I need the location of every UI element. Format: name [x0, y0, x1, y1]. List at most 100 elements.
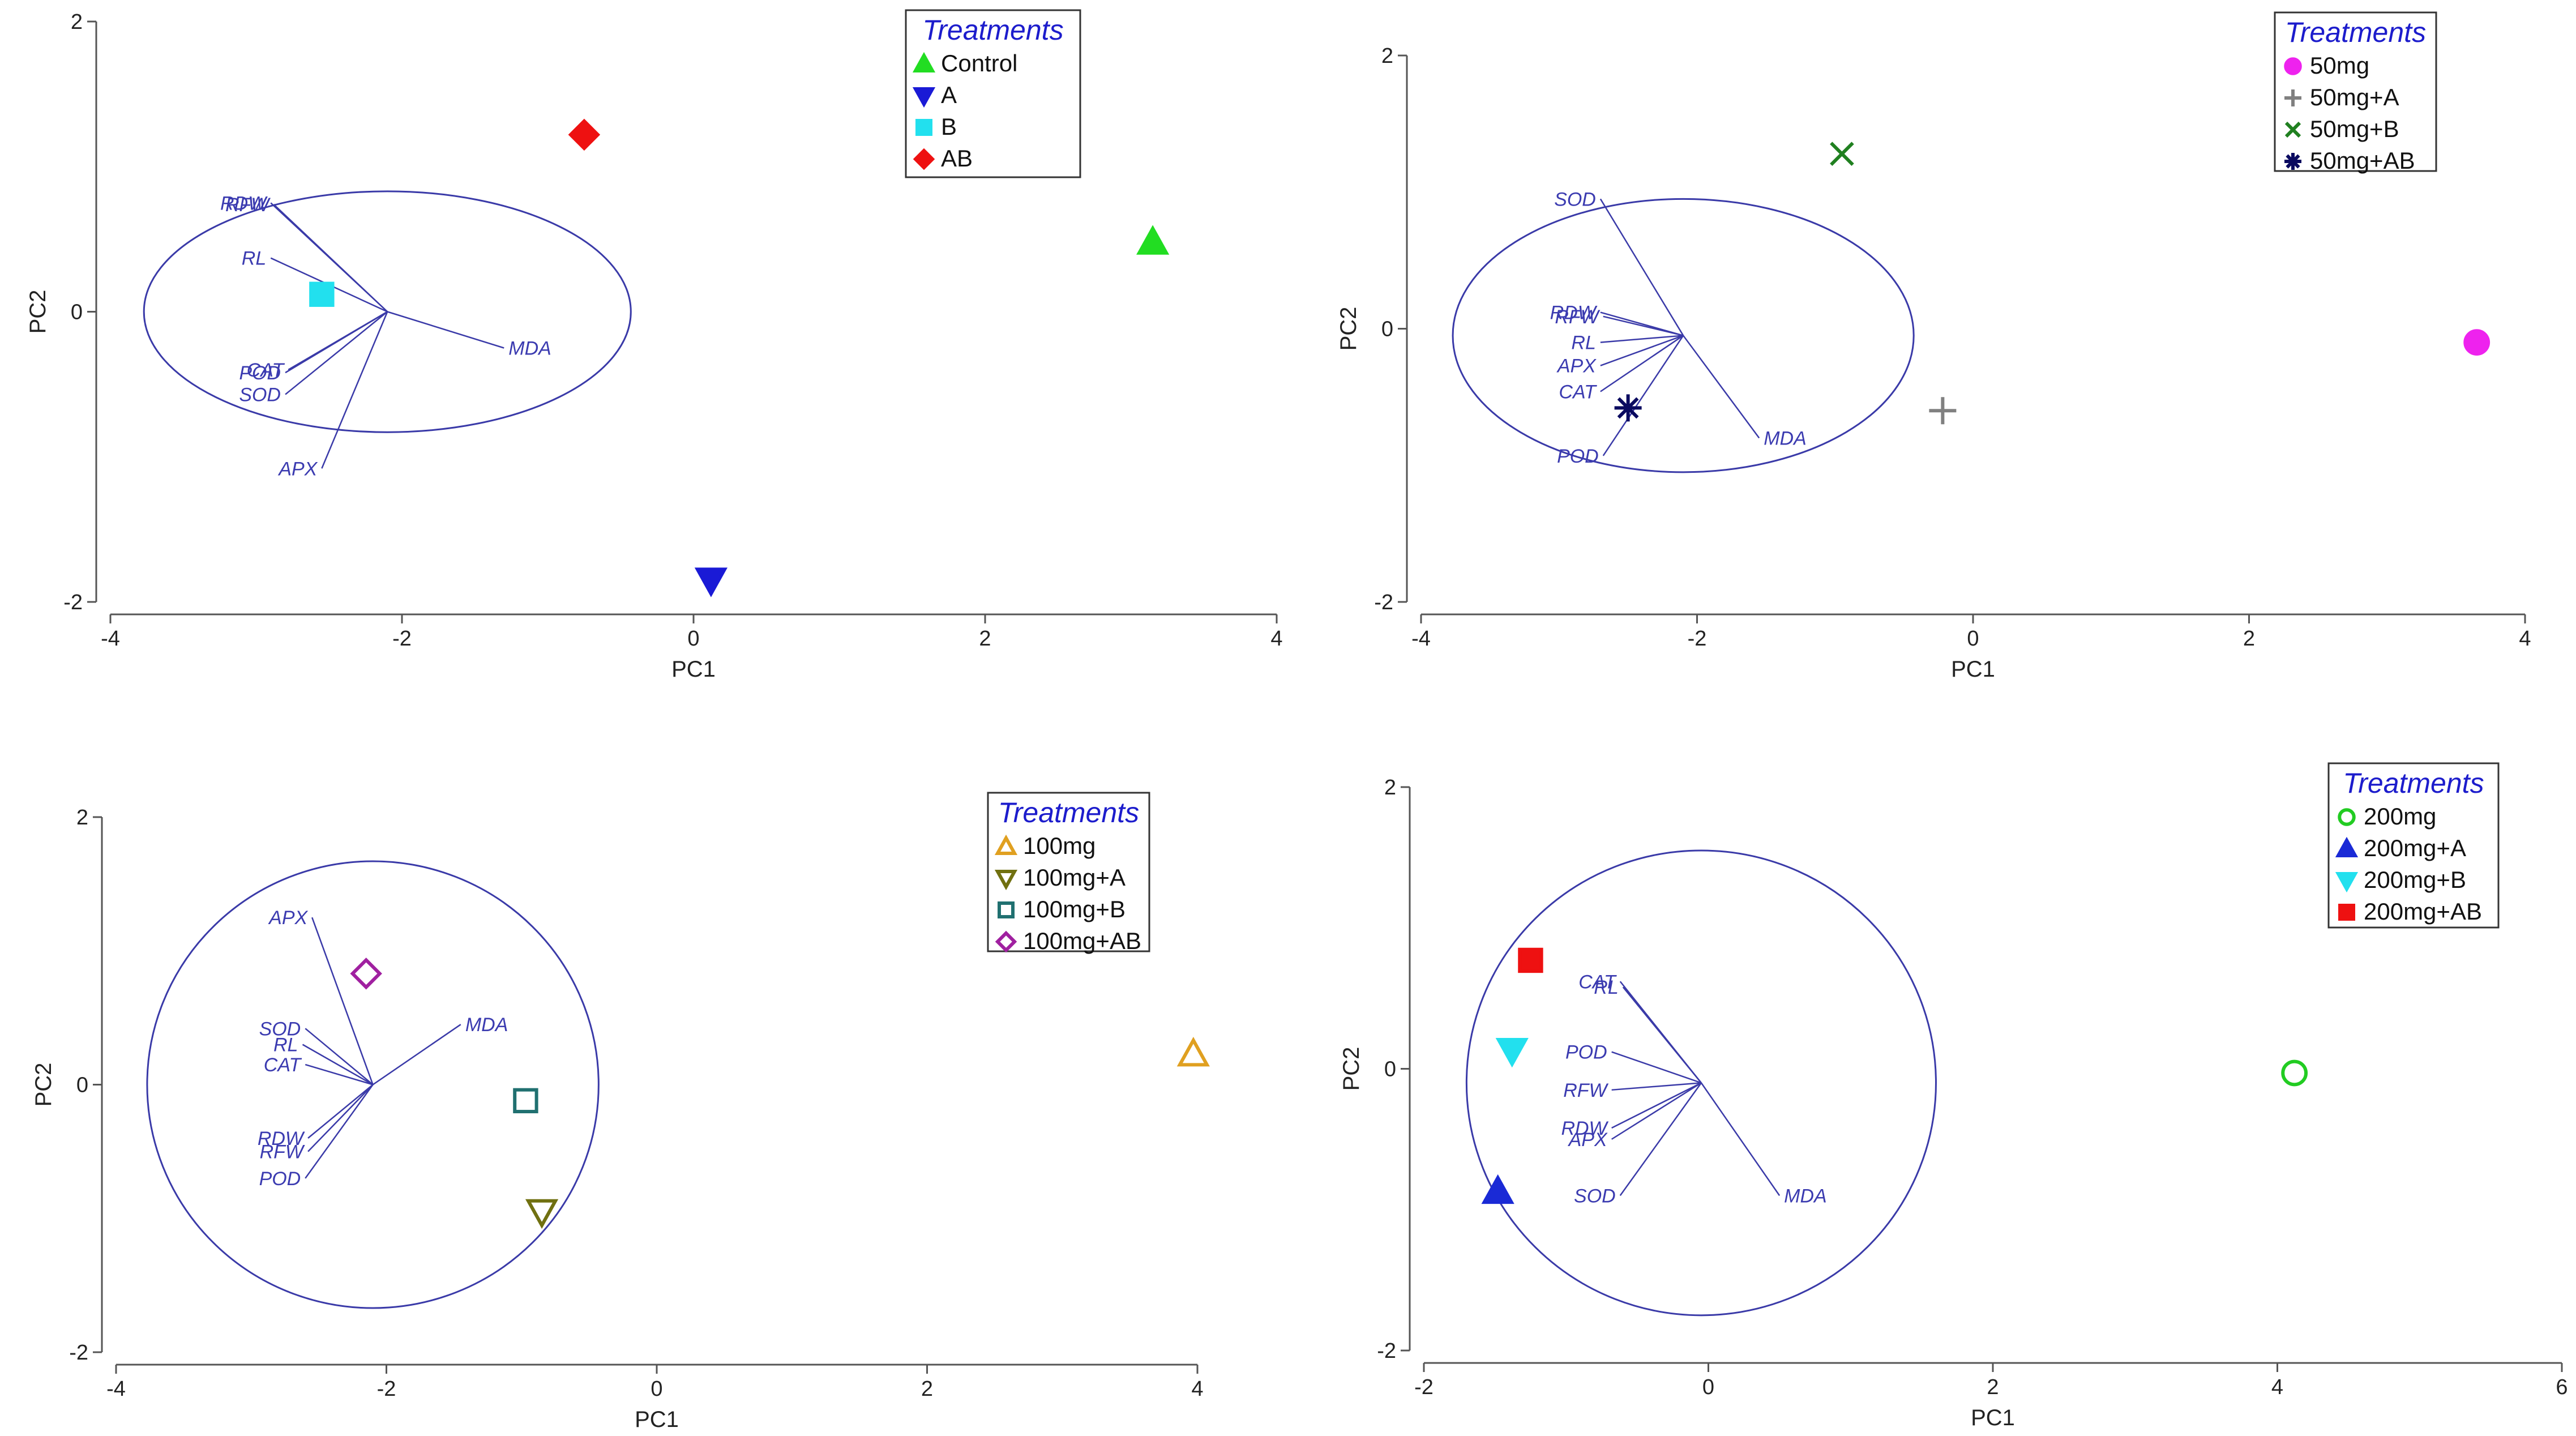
legend-marker — [2284, 121, 2301, 138]
loading-vector-apx — [321, 311, 388, 469]
legend-marker — [994, 870, 1018, 891]
legend-marker — [913, 148, 935, 170]
y-tick-label: 2 — [71, 10, 83, 34]
loading-vector-sod — [1619, 1082, 1702, 1196]
legend-entry: Control — [941, 50, 1017, 76]
legend-title: Treatments — [2343, 767, 2484, 799]
vector-label-sod: SOD — [239, 384, 281, 406]
x-tick-label: 2 — [921, 1377, 933, 1401]
x-tick-label: 0 — [1967, 627, 1979, 651]
legend-marker — [2335, 836, 2359, 857]
data-point-100mg-plus-ab — [350, 958, 382, 990]
data-point-control — [1136, 225, 1170, 255]
y-tick-label: 0 — [1384, 1058, 1396, 1082]
loading-vector-mda — [387, 311, 504, 349]
x-tick-label: -2 — [1414, 1375, 1434, 1399]
vector-label-pod: POD — [1557, 446, 1599, 467]
loading-vector-apx — [1600, 335, 1684, 366]
legend-box — [2274, 11, 2437, 172]
vector-label-apx: APX — [268, 907, 308, 929]
vector-label-rdw: RDW — [258, 1128, 305, 1149]
y-axis-label: PC2 — [1336, 307, 1361, 351]
legend-title: Treatments — [998, 797, 1139, 828]
vector-label-mda: MDA — [465, 1014, 508, 1036]
loading-vector-cat — [305, 1063, 373, 1085]
loading-vector-mda — [1700, 1082, 1781, 1196]
x-tick-label: 4 — [1191, 1377, 1203, 1401]
vector-label-cat: CAT — [1559, 381, 1597, 403]
correlation-circle — [143, 190, 632, 433]
vector-label-sod: SOD — [1574, 1185, 1616, 1207]
y-axis-label: PC2 — [25, 290, 50, 334]
vector-label-rdw: RDW — [1550, 302, 1598, 324]
legend-marker — [2284, 57, 2302, 75]
x-tick-label: 6 — [2556, 1375, 2568, 1399]
x-axis-label: PC1 — [635, 1407, 679, 1432]
legend-marker — [995, 930, 1017, 953]
y-axis-label: PC2 — [1339, 1047, 1364, 1091]
vector-label-rdw: RDW — [220, 193, 268, 214]
vector-label-mda: MDA — [1784, 1185, 1827, 1207]
loading-vector-pod — [305, 1084, 374, 1179]
loading-vector-rfw — [1603, 315, 1684, 336]
loading-vector-cat — [1600, 335, 1684, 392]
data-point-100mg-plus-a — [525, 1199, 559, 1229]
loading-vector-rdw — [307, 1084, 374, 1139]
data-point-200mg-plus-b — [1495, 1037, 1529, 1068]
x-tick-label: 2 — [1987, 1375, 1999, 1399]
loading-vector-sod — [305, 1028, 374, 1085]
vector-label-apx: APX — [1568, 1129, 1608, 1151]
data-point-100mg-plus-b — [513, 1088, 538, 1114]
legend-marker — [2338, 808, 2356, 826]
x-tick-label: 0 — [651, 1377, 662, 1401]
x-tick-label: -2 — [377, 1377, 396, 1401]
y-tick-label: 2 — [1384, 776, 1396, 800]
x-tick-label: 0 — [687, 627, 699, 651]
legend-marker — [2335, 872, 2359, 893]
vector-label-rdw: RDW — [1561, 1118, 1608, 1139]
x-tick-label: 4 — [1270, 627, 1282, 651]
vector-label-rl: RL — [273, 1035, 298, 1056]
vector-label-pod: POD — [1565, 1042, 1607, 1063]
x-tick-label: 0 — [1702, 1375, 1714, 1399]
loading-vector-rfw — [1611, 1082, 1702, 1091]
x-tick-label: -4 — [1411, 627, 1431, 651]
loading-vector-mda — [1683, 335, 1760, 439]
vector-label-rfw: RFW — [1555, 306, 1600, 328]
legend-entry: 100mg+B — [1023, 896, 1126, 922]
data-point-ab — [568, 118, 601, 151]
data-point-b — [309, 281, 335, 307]
legend-entry: 50mg — [2310, 52, 2369, 79]
correlation-circle — [146, 860, 600, 1309]
correlation-circle — [1452, 198, 1915, 473]
vector-label-sod: SOD — [259, 1018, 301, 1040]
legend: Treatments 200mg 200mg+A 200mg+B 200mg+AB — [2327, 762, 2500, 929]
vector-label-apx: APX — [277, 458, 318, 480]
data-point-50mg-plus-a — [1929, 397, 1957, 425]
legend-marker — [2284, 153, 2301, 170]
data-point-200mg — [2281, 1059, 2308, 1087]
legend-entry: B — [941, 113, 957, 140]
x-tick-label: 2 — [979, 627, 991, 651]
loading-vector-sod — [285, 311, 388, 395]
vector-label-mda: MDA — [508, 338, 551, 360]
data-point-100mg — [1176, 1036, 1210, 1067]
x-tick-label: 4 — [2271, 1375, 2283, 1399]
x-tick-label: -4 — [101, 627, 120, 651]
legend-entry: 50mg+AB — [2310, 147, 2415, 174]
y-tick-label: 0 — [71, 301, 83, 324]
data-point-50mg-plus-ab — [1614, 394, 1642, 422]
vector-label-rl: RL — [1571, 332, 1595, 354]
legend: Treatments Control AB AB — [905, 9, 1081, 178]
x-tick-label: 2 — [2243, 627, 2255, 651]
legend-entry: 50mg+B — [2310, 116, 2399, 142]
legend-entry: 50mg+A — [2310, 84, 2399, 110]
x-tick-label: -4 — [106, 1377, 126, 1401]
legend-marker — [915, 119, 932, 136]
y-tick-label: 0 — [1381, 318, 1393, 341]
loading-vector-rfw — [307, 1084, 374, 1152]
vector-label-pod: POD — [239, 362, 281, 384]
